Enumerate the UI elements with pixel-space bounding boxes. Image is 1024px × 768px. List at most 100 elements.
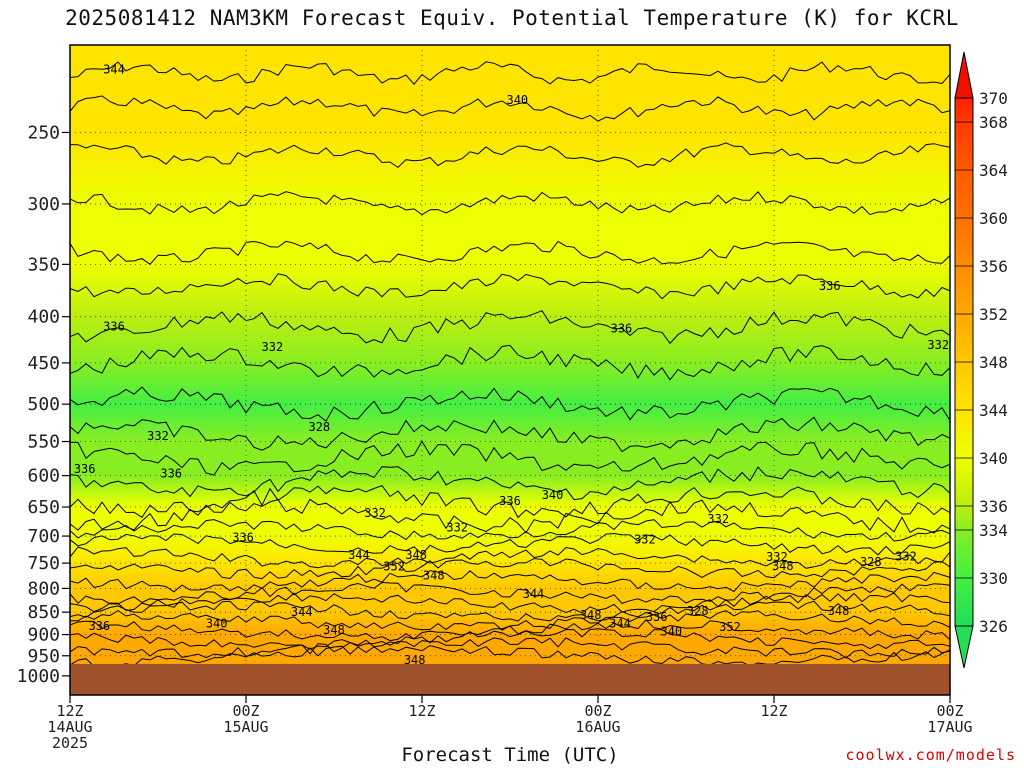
contour-label: 328 bbox=[308, 420, 330, 434]
contour-label: 344 bbox=[523, 587, 545, 601]
x-tick-label: 12Z bbox=[408, 702, 435, 720]
contour-label: 348 bbox=[580, 608, 602, 622]
x-tick-label: 2025 bbox=[52, 734, 88, 752]
y-tick-label: 700 bbox=[27, 526, 60, 547]
x-tick-label: 00Z bbox=[232, 702, 259, 720]
x-tick-label: 12Z bbox=[56, 702, 83, 720]
colorbar-tick-label: 326 bbox=[979, 617, 1008, 636]
y-tick-label: 450 bbox=[27, 353, 60, 374]
colorbar-tick-label: 334 bbox=[979, 521, 1008, 540]
contour-line bbox=[70, 600, 950, 622]
contour-line bbox=[70, 558, 950, 580]
colorbar-high-arrow bbox=[954, 51, 974, 99]
contour-label: 348 bbox=[423, 568, 445, 582]
contour-line bbox=[70, 546, 950, 569]
colorbar-tick-label: 370 bbox=[979, 89, 1008, 108]
contour-label: 340 bbox=[506, 93, 528, 107]
contour-line bbox=[70, 532, 950, 556]
contour-label: 344 bbox=[103, 63, 125, 77]
contour-label: 332 bbox=[927, 338, 949, 352]
contour-label: 336 bbox=[74, 462, 96, 476]
contour-line bbox=[70, 637, 950, 659]
contour-line bbox=[70, 95, 950, 122]
x-tick-label: 00Z bbox=[584, 702, 611, 720]
contour-label: 348 bbox=[404, 653, 426, 667]
ground-layer bbox=[70, 663, 950, 695]
contour-line bbox=[70, 310, 950, 345]
contour-label: 344 bbox=[291, 605, 313, 619]
contour-label: 332 bbox=[364, 506, 386, 520]
contour-label: 336 bbox=[103, 319, 125, 333]
contour-line bbox=[70, 61, 950, 85]
contour-line bbox=[70, 592, 950, 614]
contour-line bbox=[70, 273, 950, 300]
contour-line bbox=[70, 485, 950, 519]
contour-line bbox=[70, 142, 950, 169]
contour-label: 340 bbox=[542, 488, 564, 502]
contour-label: 348 bbox=[405, 548, 427, 562]
contour-line bbox=[70, 386, 950, 422]
contour-line bbox=[70, 519, 950, 542]
y-tick-label: 1000 bbox=[17, 666, 60, 687]
contour-label: 336 bbox=[88, 619, 110, 633]
contour-label: 336 bbox=[232, 531, 254, 545]
plot-frame bbox=[69, 44, 951, 696]
colorbar-tick-label: 364 bbox=[979, 161, 1008, 180]
contour-label: 348 bbox=[828, 604, 850, 618]
contour-line bbox=[70, 628, 950, 650]
colorbar-tick-label: 344 bbox=[979, 401, 1008, 420]
contour-line bbox=[70, 344, 950, 381]
contour-line bbox=[70, 570, 950, 593]
contour-label: 336 bbox=[160, 467, 182, 481]
y-tick-label: 350 bbox=[27, 254, 60, 275]
contour-label: 336 bbox=[819, 279, 841, 293]
contour-label: 332 bbox=[446, 521, 468, 535]
contour-label: 332 bbox=[634, 532, 656, 546]
contour-label: 348 bbox=[323, 623, 345, 637]
colorbar-tick-label: 340 bbox=[979, 449, 1008, 468]
colorbar-tick-label: 368 bbox=[979, 113, 1008, 132]
y-tick-label: 750 bbox=[27, 553, 60, 574]
contour-label: 336 bbox=[611, 321, 633, 335]
x-tick-label: 14AUG bbox=[47, 718, 92, 736]
y-tick-label: 650 bbox=[27, 497, 60, 518]
contour-line bbox=[70, 466, 950, 501]
contour-label: 332 bbox=[895, 549, 917, 563]
y-tick-label: 600 bbox=[27, 466, 60, 487]
contour-lines bbox=[70, 61, 950, 667]
contour-label: 340 bbox=[206, 617, 228, 631]
ground-fill bbox=[70, 663, 950, 695]
grid-lines bbox=[70, 45, 950, 695]
colorbar-tick-label: 330 bbox=[979, 569, 1008, 588]
contour-line bbox=[70, 440, 950, 476]
y-tick-label: 900 bbox=[27, 625, 60, 646]
contour-label: 344 bbox=[348, 548, 370, 562]
colorbar-tick-label: 352 bbox=[979, 305, 1008, 324]
contour-label: 332 bbox=[262, 340, 284, 354]
colorbar-tick-label: 360 bbox=[979, 209, 1008, 228]
y-tick-label: 300 bbox=[27, 194, 60, 215]
contour-label: 340 bbox=[660, 625, 682, 639]
contour-labels: 344 340 336 336 336 332 332 328 332 336 336 340 336 3… bbox=[74, 63, 949, 667]
x-tick-label: 12Z bbox=[760, 702, 787, 720]
contour-line bbox=[70, 645, 950, 667]
contour-label: 332 bbox=[147, 429, 169, 443]
contour-label: 352 bbox=[383, 560, 405, 574]
y-axis: 2503003504004505005506006507007508008509… bbox=[17, 122, 70, 687]
y-tick-label: 950 bbox=[27, 646, 60, 667]
credit-link[interactable]: coolwx.com/models bbox=[845, 746, 1016, 764]
contour-label: 336 bbox=[499, 494, 521, 508]
contour-label: 332 bbox=[766, 550, 788, 564]
contour-line bbox=[70, 619, 950, 642]
x-axis-label: Forecast Time (UTC) bbox=[401, 744, 619, 766]
contour-label: 348 bbox=[772, 559, 794, 573]
y-tick-label: 250 bbox=[27, 122, 60, 143]
contour-label: 352 bbox=[719, 620, 741, 634]
colorbar-tick-label: 348 bbox=[979, 353, 1008, 372]
y-tick-label: 850 bbox=[27, 602, 60, 623]
colorbar-low-arrow bbox=[954, 625, 974, 669]
contour-line bbox=[70, 498, 950, 534]
filled-field bbox=[70, 45, 950, 695]
